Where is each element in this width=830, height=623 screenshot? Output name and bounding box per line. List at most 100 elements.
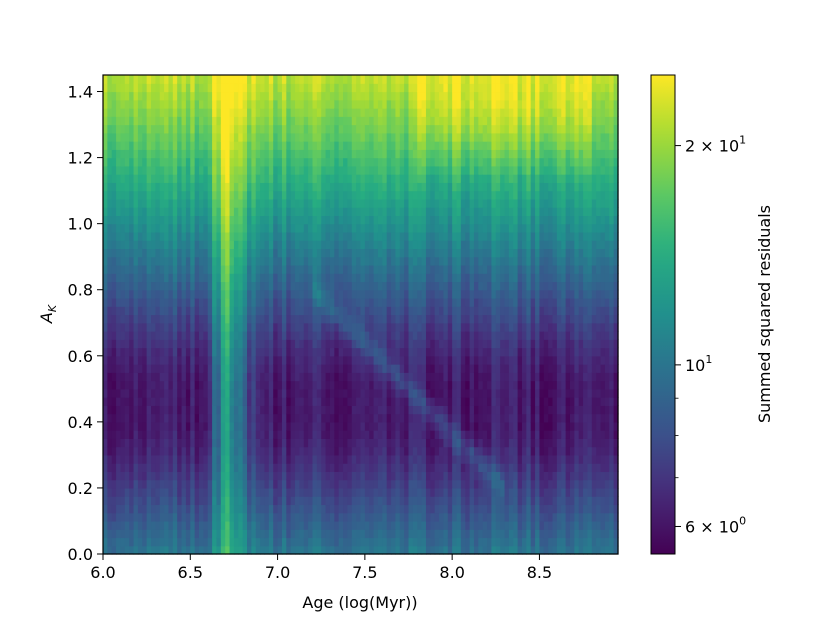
heatmap-cell [369, 504, 375, 514]
heatmap-cell [465, 157, 471, 167]
heatmap-cell [247, 529, 252, 539]
heatmap-cell [185, 405, 191, 415]
heatmap-cell [321, 322, 327, 332]
heatmap-cell [308, 124, 314, 134]
heatmap-cell [251, 331, 257, 340]
heatmap-cell [185, 496, 191, 506]
heatmap-cell [417, 289, 423, 299]
heatmap-cell [164, 297, 170, 307]
heatmap-cell [417, 405, 423, 415]
heatmap-cell [137, 281, 143, 291]
heatmap-cell [329, 240, 335, 250]
heatmap-cell [452, 529, 458, 539]
heatmap-cell [264, 355, 270, 365]
heatmap-cell [286, 529, 292, 539]
heatmap-cell [421, 314, 427, 324]
heatmap-cell [434, 454, 440, 464]
heatmap-cell [338, 479, 344, 489]
heatmap-cell [299, 496, 305, 506]
heatmap-cell [273, 545, 279, 555]
heatmap-cell [238, 297, 244, 307]
heatmap-cell [430, 149, 436, 159]
heatmap-cell [142, 281, 148, 291]
heatmap-cell [203, 413, 209, 423]
heatmap-cell [338, 240, 344, 250]
heatmap-cell [404, 165, 410, 175]
heatmap-cell [386, 463, 392, 473]
heatmap-cell [124, 537, 130, 547]
heatmap-cell [338, 281, 344, 291]
heatmap-cell [325, 487, 331, 497]
heatmap-cell [443, 240, 449, 250]
heatmap-cell [473, 454, 479, 464]
heatmap-cell [312, 438, 318, 448]
heatmap-cell [238, 421, 244, 431]
heatmap-cell [129, 198, 135, 208]
heatmap-cell [460, 537, 466, 547]
heatmap-cell [421, 281, 427, 291]
heatmap-cell [425, 487, 431, 497]
heatmap-cell [220, 537, 226, 547]
heatmap-cell [124, 157, 130, 167]
heatmap-cell [185, 347, 191, 357]
heatmap-cell [151, 240, 156, 250]
heatmap-cell [124, 314, 130, 324]
heatmap-cell [343, 331, 348, 340]
heatmap-cell [351, 512, 357, 522]
heatmap-cell [334, 124, 340, 134]
heatmap-cell [142, 264, 148, 274]
heatmap-cell [356, 331, 362, 340]
heatmap-cell [133, 537, 139, 547]
heatmap-cell [164, 388, 170, 398]
heatmap-cell [321, 364, 327, 373]
heatmap-cell [177, 397, 183, 406]
heatmap-cell [151, 165, 156, 175]
heatmap-cell [107, 454, 113, 464]
heatmap-cell [216, 397, 222, 406]
heatmap-cell [225, 529, 231, 539]
heatmap-cell [216, 240, 222, 250]
heatmap-cell [124, 124, 130, 134]
heatmap-cell [264, 83, 270, 93]
heatmap-cell [164, 132, 170, 142]
heatmap-cell [146, 215, 152, 225]
heatmap-cell [456, 388, 462, 398]
heatmap-cell [303, 438, 309, 448]
heatmap-cell [316, 372, 322, 382]
heatmap-cell [190, 256, 196, 266]
heatmap-cell [469, 91, 475, 101]
heatmap-cell [347, 347, 353, 357]
heatmap-cell [417, 297, 423, 307]
heatmap-cell [404, 405, 410, 415]
heatmap-cell [395, 132, 401, 142]
heatmap-cell [260, 75, 266, 84]
heatmap-cell [364, 487, 370, 497]
heatmap-cell [207, 380, 213, 390]
heatmap-cell [103, 388, 108, 398]
heatmap-cell [425, 297, 431, 307]
heatmap-cell [116, 529, 122, 539]
heatmap-cell [377, 215, 383, 225]
heatmap-cell [129, 289, 135, 299]
heatmap-cell [295, 83, 300, 93]
heatmap-cell [460, 289, 466, 299]
heatmap-cell [369, 190, 375, 200]
heatmap-cell [164, 256, 170, 266]
heatmap-cell [247, 83, 252, 93]
heatmap-cell [216, 405, 222, 415]
heatmap-cell [177, 512, 183, 522]
heatmap-cell [356, 124, 362, 134]
heatmap-cell [312, 198, 318, 208]
heatmap-cell [460, 223, 466, 233]
heatmap-cell [360, 264, 366, 274]
heatmap-cell [168, 248, 174, 258]
heatmap-cell [142, 372, 148, 382]
heatmap-cell [351, 545, 357, 555]
heatmap-cell [124, 520, 130, 530]
heatmap-cell [199, 149, 204, 159]
heatmap-cell [343, 132, 348, 142]
heatmap-cell [465, 165, 471, 175]
heatmap-cell [360, 231, 366, 241]
heatmap-cell [107, 388, 113, 398]
heatmap-cell [124, 438, 130, 448]
